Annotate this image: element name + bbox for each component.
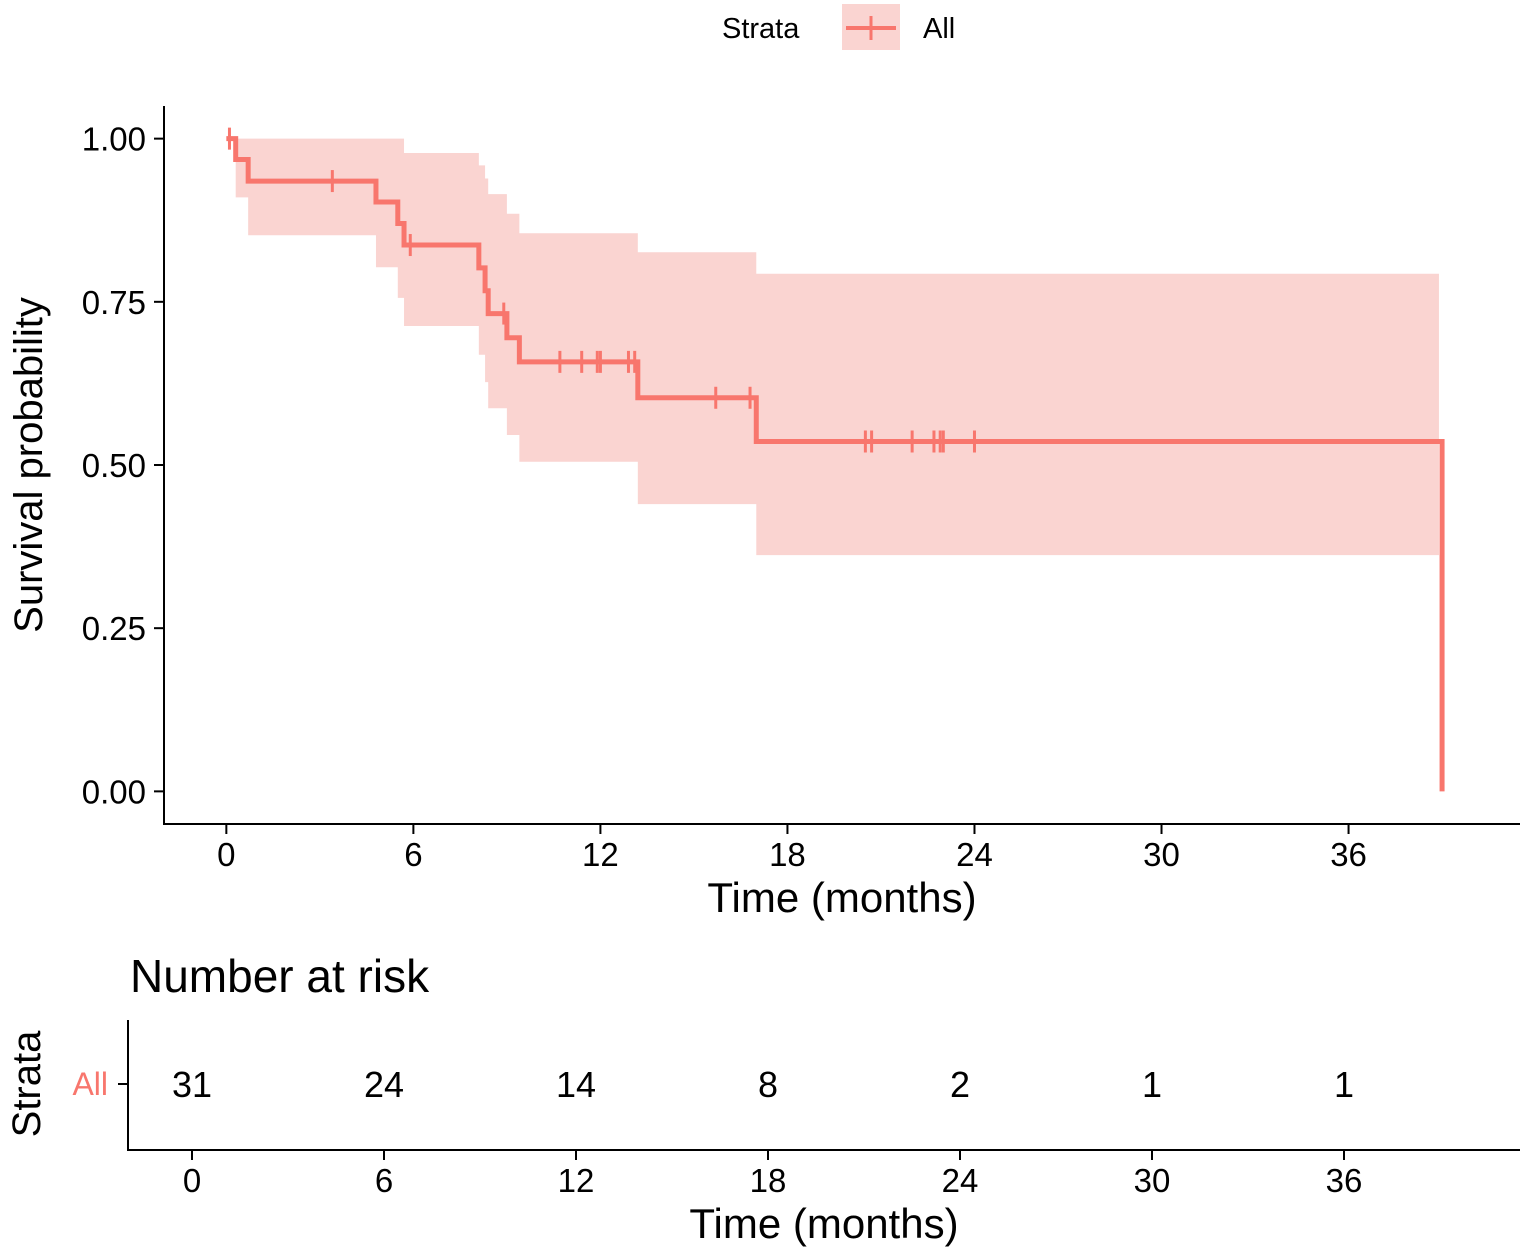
y-tick-label: 0.00	[82, 773, 146, 810]
risk-value: 2	[950, 1064, 970, 1105]
x-axis-ticks: 0 6 12 18 24 30 36	[217, 824, 1367, 873]
legend-entry-all: All	[923, 13, 955, 45]
risk-value: 8	[758, 1064, 778, 1105]
survival-curve	[226, 136, 1445, 792]
survival-plot: 0.00 0.25 0.50 0.75 1.00 0 6 12 18 24 30 36 Time (…	[7, 106, 1520, 921]
risk-row-label: All	[72, 1066, 108, 1102]
y-axis-ticks: 0.00 0.25 0.50 0.75 1.00	[82, 121, 164, 810]
legend: Strata All	[722, 4, 955, 50]
risk-table-title: Number at risk	[130, 950, 430, 1002]
x-tick-label: 18	[769, 836, 806, 873]
risk-x-axis-ticks: 0 6 12 18 24 30 36	[183, 1150, 1363, 1199]
risk-value: 31	[172, 1064, 212, 1105]
confidence-band	[226, 138, 1439, 556]
y-tick-label: 0.50	[82, 447, 146, 484]
x-tick-label: 12	[582, 836, 619, 873]
risk-x-tick-label: 0	[183, 1162, 201, 1199]
risk-value: 1	[1334, 1064, 1354, 1105]
risk-x-tick-label: 36	[1326, 1162, 1363, 1199]
legend-title: Strata	[722, 13, 800, 45]
risk-x-axis-title: Time (months)	[689, 1200, 958, 1247]
x-tick-label: 0	[217, 836, 235, 873]
x-tick-label: 30	[1143, 836, 1180, 873]
km-curve-all	[226, 136, 1445, 792]
risk-x-tick-label: 12	[558, 1162, 595, 1199]
risk-value: 14	[556, 1064, 596, 1105]
x-axis-title: Time (months)	[707, 874, 976, 921]
x-tick-label: 24	[956, 836, 993, 873]
risk-table: Number at risk Strata All 31 24 14 8 2 1 1 0 6 1…	[5, 950, 1520, 1247]
x-tick-label: 6	[404, 836, 422, 873]
x-tick-label: 36	[1330, 836, 1367, 873]
risk-value: 24	[364, 1064, 404, 1105]
risk-x-tick-label: 30	[1134, 1162, 1171, 1199]
risk-x-tick-label: 18	[750, 1162, 787, 1199]
y-axis-title: Survival probability	[7, 297, 51, 633]
risk-x-tick-label: 24	[942, 1162, 979, 1199]
y-tick-label: 1.00	[82, 121, 146, 158]
risk-value: 1	[1142, 1064, 1162, 1105]
y-tick-label: 0.75	[82, 284, 146, 321]
y-tick-label: 0.25	[82, 610, 146, 647]
risk-x-tick-label: 6	[375, 1162, 393, 1199]
risk-values: 31 24 14 8 2 1 1	[172, 1064, 1354, 1105]
ci-band-all	[226, 138, 1439, 556]
risk-table-y-title: Strata	[5, 1030, 49, 1137]
censor-marks	[227, 127, 976, 453]
